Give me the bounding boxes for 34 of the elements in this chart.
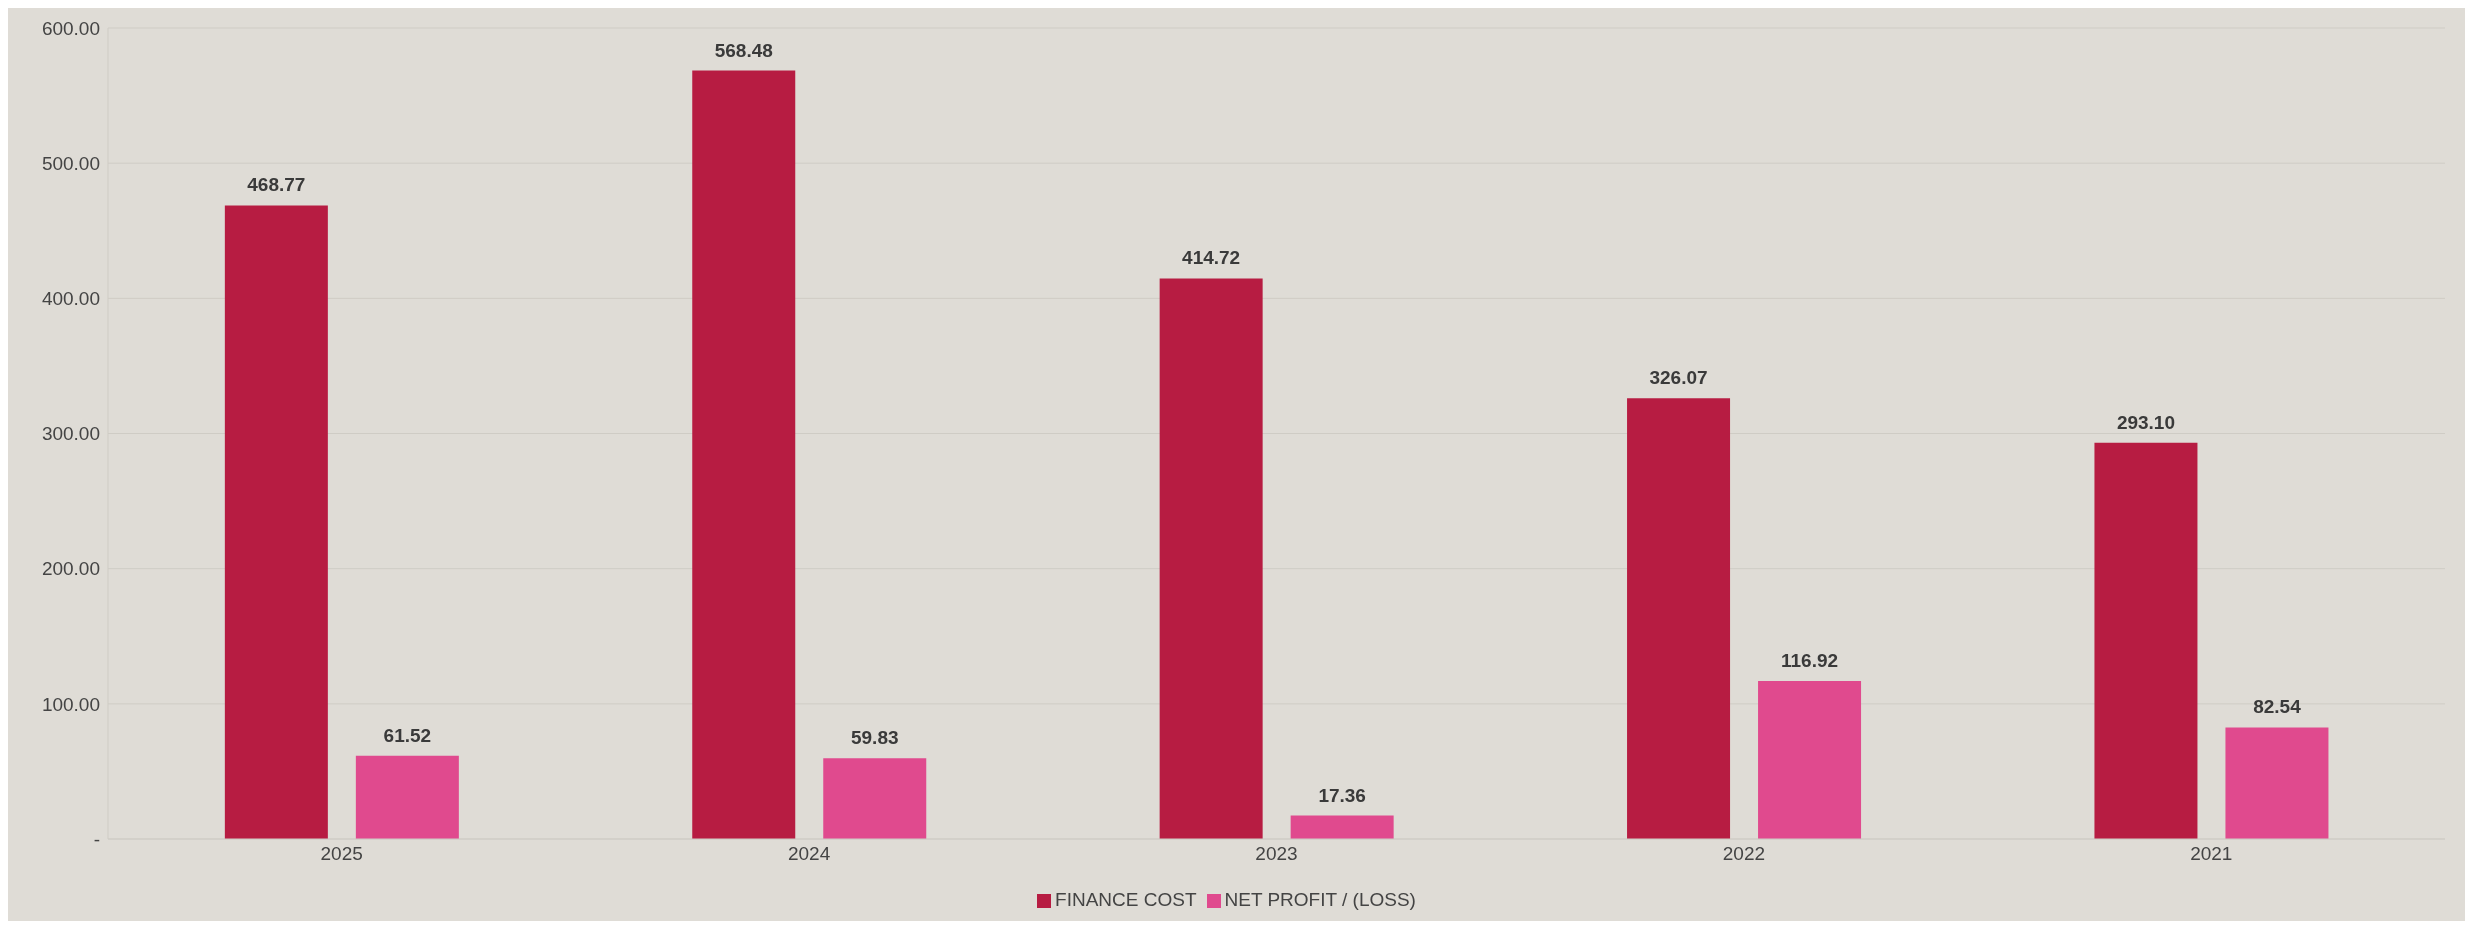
legend-label: NET PROFIT / (LOSS) [1224,889,1416,910]
data-label: 82.54 [2253,696,2302,718]
data-label: 293.10 [2116,411,2176,433]
y-tick-label: 500.00 [41,152,100,174]
data-label: 17.36 [1318,784,1366,806]
bar [355,755,459,839]
y-tick-label: 400.00 [41,288,100,310]
x-tick-label: 2025 [320,843,363,865]
data-label: 116.92 [1781,649,1839,671]
x-tick-label: 2023 [1255,843,1298,865]
data-label: 326.07 [1649,367,1708,389]
bar [224,205,328,839]
x-tick-label: 2022 [1722,843,1766,865]
bar [1290,815,1394,839]
bar [1758,680,1862,839]
data-label: 59.83 [850,727,899,749]
bar [2225,727,2329,839]
y-tick-label: 100.00 [41,693,100,715]
bar [1159,278,1263,839]
data-label: 468.77 [247,174,306,196]
y-tick-label: 300.00 [41,423,100,445]
data-label: 414.72 [1182,247,1241,269]
y-tick-label: 200.00 [41,558,100,580]
bar [823,758,927,839]
x-tick-label: 2024 [787,843,831,865]
bar [1627,398,1731,839]
bar [692,70,796,839]
bar [2094,442,2198,839]
data-label: 568.48 [714,39,773,61]
legend-label: FINANCE COST [1055,889,1197,910]
x-tick-label: 2021 [2190,843,2233,865]
data-label: 61.52 [383,724,432,746]
y-tick-label: 600.00 [41,17,100,39]
y-tick-label: - [93,828,100,850]
